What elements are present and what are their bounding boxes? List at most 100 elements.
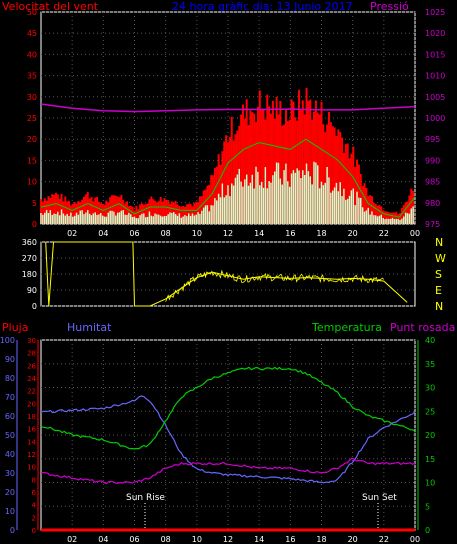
direction-compass-label: W xyxy=(435,252,446,265)
wind-x-tick: 00 xyxy=(410,229,420,238)
sunset-label: Sun Set xyxy=(362,493,397,503)
pressure-right-tick: 975 xyxy=(425,220,440,229)
wind-speed-label: Velocitat del vent xyxy=(2,0,99,13)
wind-x-tick: 10 xyxy=(192,229,202,238)
wind-left-tick: 45 xyxy=(27,29,37,38)
pressure-right-tick: 995 xyxy=(425,135,440,144)
direction-left-tick: 180 xyxy=(22,270,37,279)
wind-left-tick: 15 xyxy=(27,156,37,165)
rain-tick: 20 xyxy=(27,400,36,408)
humidity-tick: 90 xyxy=(5,355,15,364)
climate-x-tick: 16 xyxy=(285,535,295,544)
humidity-tick: 10 xyxy=(5,507,15,516)
rain-tick: 10 xyxy=(27,464,36,472)
pressure-right-tick: 985 xyxy=(425,178,440,187)
climate-x-tick: 00 xyxy=(410,535,420,544)
rain-tick: 6 xyxy=(32,489,37,497)
chart-title: 24 hora gràfic dia: 13 Junio 2017 xyxy=(172,0,353,13)
humidity-tick: 20 xyxy=(5,488,15,497)
wind-left-tick: 0 xyxy=(32,220,37,229)
chart-marks: 5045403530252015105010251020101510101005… xyxy=(0,8,446,544)
direction-line xyxy=(45,241,408,307)
wind-left-tick: 30 xyxy=(27,93,37,102)
sunrise-label: Sun Rise xyxy=(126,493,165,503)
direction-compass-label: N xyxy=(435,300,443,313)
wind-x-tick: 02 xyxy=(67,229,77,238)
rain-tick: 4 xyxy=(32,502,37,510)
wind-x-tick: 16 xyxy=(285,229,295,238)
dewpoint-line xyxy=(40,457,416,485)
rain-tick: 26 xyxy=(27,362,36,370)
direction-left-tick: 90 xyxy=(27,286,37,295)
legend-temperature: Temperatura xyxy=(311,321,382,334)
legend-rain: Pluja xyxy=(2,321,28,334)
wind-left-tick: 5 xyxy=(32,199,37,208)
humidity-tick: 70 xyxy=(5,393,15,402)
pressure-right-tick: 980 xyxy=(425,199,440,208)
humidity-line xyxy=(40,395,416,484)
temperature-tick: 0 xyxy=(425,526,430,535)
direction-noise-line xyxy=(165,269,385,302)
climate-x-tick: 20 xyxy=(348,535,358,544)
temperature-tick: 15 xyxy=(425,455,435,464)
pressure-label: Pressió xyxy=(370,0,409,13)
rain-tick: 28 xyxy=(27,350,36,358)
pressure-right-tick: 1025 xyxy=(425,8,445,17)
direction-left-tick: 270 xyxy=(22,254,37,263)
climate-x-tick: 10 xyxy=(192,535,202,544)
climate-x-tick: 08 xyxy=(161,535,171,544)
humidity-tick: 60 xyxy=(5,412,15,421)
rain-tick: 12 xyxy=(27,451,36,459)
legend-humidity: Humitat xyxy=(67,321,112,334)
wind-x-tick: 18 xyxy=(316,229,326,238)
pressure-right-tick: 1005 xyxy=(425,93,445,102)
humidity-tick: 40 xyxy=(5,450,15,459)
climate-x-tick: 12 xyxy=(223,535,233,544)
humidity-tick: 50 xyxy=(5,431,15,440)
direction-compass-label: S xyxy=(435,268,442,281)
direction-compass-label: N xyxy=(435,236,443,249)
rain-tick: 0 xyxy=(32,527,36,535)
humidity-tick: 100 xyxy=(0,336,15,345)
temperature-line xyxy=(40,366,416,450)
wind-left-tick: 25 xyxy=(27,114,37,123)
rain-tick: 22 xyxy=(27,388,36,396)
pressure-right-tick: 1000 xyxy=(425,114,445,123)
climate-x-tick: 14 xyxy=(254,535,264,544)
pressure-line xyxy=(40,103,416,113)
temperature-tick: 40 xyxy=(425,336,435,345)
humidity-tick: 0 xyxy=(10,526,15,535)
wind-x-tick: 22 xyxy=(379,229,389,238)
climate-x-tick: 06 xyxy=(129,535,139,544)
wind-x-tick: 14 xyxy=(254,229,264,238)
rain-tick: 24 xyxy=(27,375,36,383)
temperature-tick: 25 xyxy=(425,407,435,416)
wind-left-tick: 40 xyxy=(27,50,37,59)
pressure-right-tick: 990 xyxy=(425,156,440,165)
rain-tick: 2 xyxy=(32,514,36,522)
direction-left-tick: 0 xyxy=(32,302,37,311)
temperature-tick: 5 xyxy=(425,502,430,511)
humidity-tick: 80 xyxy=(5,374,15,383)
climate-x-tick: 18 xyxy=(316,535,326,544)
wind-x-tick: 08 xyxy=(161,229,171,238)
rain-tick: 8 xyxy=(32,476,36,484)
wind-x-tick: 12 xyxy=(223,229,233,238)
pressure-right-tick: 1010 xyxy=(425,72,445,81)
climate-x-tick: 02 xyxy=(67,535,77,544)
direction-compass-label: E xyxy=(435,284,442,297)
wind-left-tick: 20 xyxy=(27,135,37,144)
climate-x-tick: 04 xyxy=(98,535,108,544)
wind-left-tick: 50 xyxy=(27,8,37,17)
rain-tick: 16 xyxy=(27,426,36,434)
wind-left-tick: 35 xyxy=(27,72,37,81)
rain-tick: 18 xyxy=(27,413,36,421)
pressure-right-tick: 1020 xyxy=(425,29,445,38)
temperature-tick: 20 xyxy=(425,431,435,440)
wind-average-line xyxy=(40,138,416,218)
wind-x-tick: 04 xyxy=(98,229,108,238)
temperature-tick: 10 xyxy=(425,479,435,488)
legend-dewpoint: Punt rosada xyxy=(390,321,455,334)
